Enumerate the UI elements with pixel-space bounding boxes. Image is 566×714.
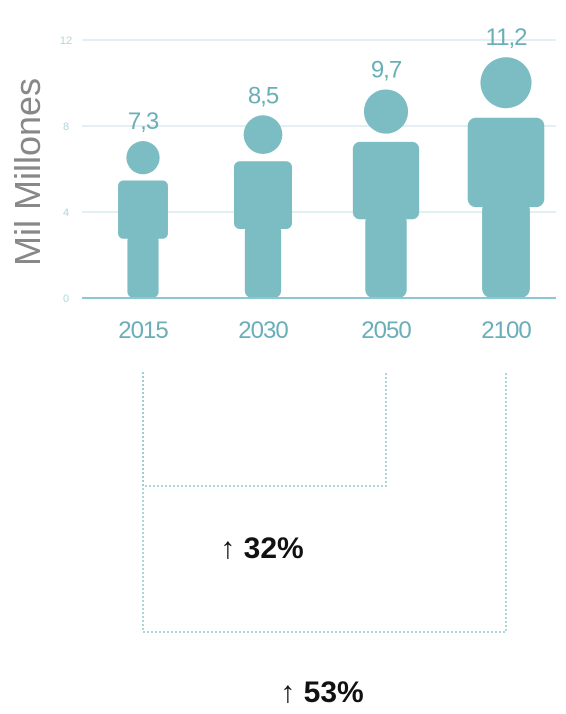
person-head	[480, 57, 532, 109]
person-torso	[352, 141, 420, 220]
comparison-bracket	[142, 372, 387, 487]
value-label: 8,5	[248, 82, 279, 109]
person-legs	[482, 200, 530, 298]
growth-annotation: ↑ 53%	[280, 676, 363, 709]
person-legs	[365, 213, 407, 298]
person-head	[126, 141, 160, 175]
person-torso	[467, 117, 545, 208]
y-tick-label: 12	[60, 35, 72, 47]
person-head	[243, 115, 283, 154]
x-tick-label: 2015	[118, 317, 168, 344]
growth-annotation: ↑ 32%	[220, 532, 303, 565]
person-legs	[127, 234, 159, 298]
x-tick-label: 2100	[481, 317, 531, 344]
x-tick-label: 2050	[361, 317, 411, 344]
y-tick-label: 0	[63, 293, 69, 305]
y-axis-label: Mil Millones	[7, 78, 48, 266]
value-label: 7,3	[128, 108, 159, 135]
y-tick-label: 4	[63, 207, 69, 219]
value-label: 9,7	[371, 56, 402, 83]
person-torso	[233, 161, 293, 230]
person-torso	[118, 180, 168, 239]
value-label: 11,2	[486, 24, 528, 51]
person-legs	[244, 224, 282, 298]
x-tick-label: 2030	[238, 317, 288, 344]
comparison-bracket	[142, 372, 507, 633]
person-head	[363, 89, 409, 134]
y-tick-label: 8	[63, 121, 69, 133]
